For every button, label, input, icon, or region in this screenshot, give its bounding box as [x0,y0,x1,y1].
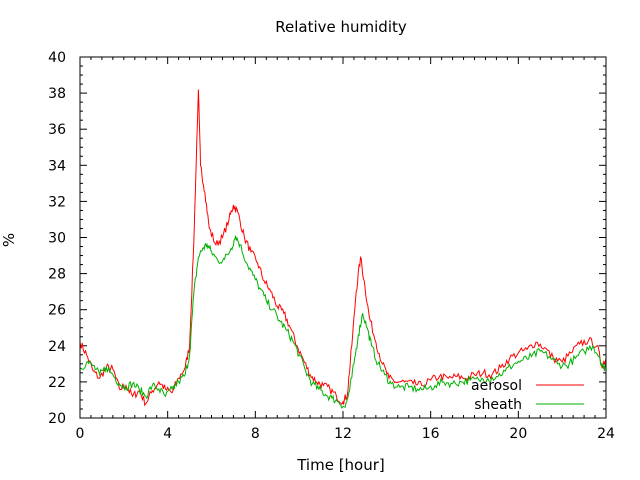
x-tick-label: 4 [163,426,172,442]
y-tick-label: 28 [48,267,66,283]
x-tick-label: 12 [334,426,352,442]
x-axis-label: Time [hour] [296,456,385,474]
y-tick-label: 36 [48,122,66,138]
legend-label-sheath: sheath [474,397,522,413]
series-line-aerosol [79,89,607,407]
y-tick-label: 30 [48,231,66,247]
x-tick-label: 0 [76,426,85,442]
y-tick-label: 20 [48,411,66,427]
y-tick-label: 38 [48,86,66,102]
y-tick-label: 32 [48,194,66,210]
y-tick-label: 24 [48,339,66,355]
legend-label-aerosol: aerosol [471,378,522,394]
series-line-sheath [79,235,607,409]
y-axis-label: % [0,233,18,247]
y-tick-label: 40 [48,50,66,66]
y-tick-label: 22 [48,375,66,391]
y-tick-label: 26 [48,303,66,319]
x-tick-label: 16 [422,426,440,442]
chart-title: Relative humidity [275,18,407,36]
y-tick-label: 34 [48,158,66,174]
x-tick-label: 20 [509,426,527,442]
plot-frame [79,56,607,419]
x-tick-label: 8 [251,426,260,442]
x-tick-label: 24 [597,426,615,442]
